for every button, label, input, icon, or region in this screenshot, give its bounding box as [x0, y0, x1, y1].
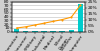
- Bar: [59, 31, 65, 32]
- Bar: [69, 30, 74, 32]
- Bar: [14, 29, 19, 32]
- Bar: [23, 31, 28, 32]
- Bar: [41, 31, 47, 32]
- Bar: [50, 31, 56, 32]
- Bar: [32, 31, 38, 32]
- Bar: [78, 4, 83, 32]
